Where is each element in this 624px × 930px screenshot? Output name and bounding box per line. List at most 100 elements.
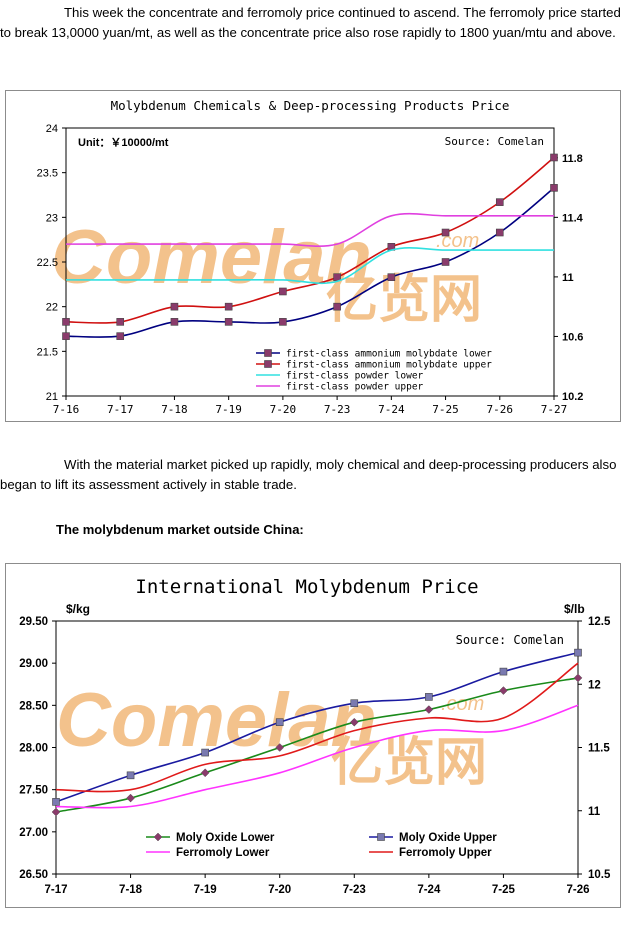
y-right-tick-label: 11.8 [562, 153, 583, 165]
x-tick-label: 7-25 [432, 403, 459, 416]
legend-marker [153, 832, 163, 842]
series-line-0 [65, 187, 555, 338]
series-line-0 [55, 677, 579, 813]
data-point [424, 705, 434, 714]
source-label: Source: Comelan [456, 633, 564, 647]
legend-label: first-class ammonium molybdate upper [286, 360, 492, 371]
y-left-tick-label: 29.50 [19, 616, 48, 628]
y-left-tick-label: 29.00 [19, 658, 48, 670]
watermark-latin: Comelan [56, 678, 377, 763]
x-tick-label: 7-23 [324, 403, 351, 416]
legend-label: first-class ammonium molybdate lower [286, 349, 492, 360]
x-tick-label: 7-20 [268, 884, 291, 896]
y-left-tick-label: 23.5 [37, 168, 58, 180]
unit-right-label: $/lb [564, 602, 585, 616]
y-left-tick-label: 27.00 [19, 827, 48, 839]
data-point [350, 699, 359, 708]
x-tick-label: 7-25 [492, 884, 516, 896]
y-left-tick-label: 23 [46, 212, 58, 224]
legend-marker [264, 360, 272, 368]
data-point [333, 302, 341, 311]
data-point [441, 258, 450, 266]
data-point [62, 318, 70, 326]
y-right-tick-label: 11.4 [562, 212, 584, 224]
x-tick-label: 7-19 [194, 884, 217, 896]
paragraph-market: With the material market picked up rapid… [0, 455, 622, 495]
unit-left-label: $/kg [66, 602, 90, 616]
chart-title: Molybdenum Chemicals & Deep-processing P… [111, 98, 510, 113]
series-line-2 [65, 247, 554, 285]
y-left-tick-label: 22.5 [37, 257, 58, 269]
y-left-tick-label: 27.50 [19, 785, 48, 797]
x-tick-label: 7-18 [161, 403, 188, 416]
y-left-tick-label: 26.50 [19, 869, 48, 881]
data-point [275, 718, 284, 726]
data-point [387, 273, 396, 281]
y-right-tick-label: 10.6 [562, 331, 583, 343]
data-point [126, 793, 135, 803]
legend-label: first-class powder upper [286, 382, 424, 393]
data-point [574, 648, 582, 657]
data-point [441, 228, 450, 237]
x-tick-label: 7-18 [119, 884, 143, 896]
data-point [224, 302, 233, 311]
paragraph-intro-text: This week the concentrate and ferromoly … [0, 5, 621, 40]
data-point [200, 768, 210, 778]
data-point [275, 743, 285, 752]
data-point [126, 771, 135, 780]
series-line-2 [55, 704, 579, 809]
data-point [116, 318, 125, 326]
data-point [170, 318, 179, 326]
x-tick-label: 7-17 [107, 403, 134, 416]
y-right-tick-label: 10.5 [588, 869, 611, 881]
watermark-latin: Comelan [51, 215, 372, 300]
x-tick-label: 7-24 [417, 884, 441, 896]
y-left-tick-label: 21.5 [37, 346, 58, 358]
y-right-tick-label: 11 [562, 272, 574, 284]
data-point [52, 798, 60, 806]
y-left-tick-label: 21 [46, 391, 58, 403]
data-point [333, 273, 341, 281]
paragraph-intro: This week the concentrate and ferromoly … [0, 3, 622, 43]
data-point [279, 287, 287, 296]
legend-label: Moly Oxide Upper [399, 832, 497, 844]
legend-label: first-class powder lower [286, 371, 424, 382]
data-point [495, 228, 504, 237]
data-point [499, 667, 508, 676]
data-point [495, 198, 504, 206]
y-left-tick-label: 28.00 [19, 743, 48, 755]
chart-title: International Molybdenum Price [135, 576, 478, 598]
y-right-tick-label: 10.2 [562, 391, 583, 403]
data-point [62, 332, 70, 340]
legend-label: Moly Oxide Lower [176, 832, 275, 844]
legend-marker [264, 349, 272, 357]
x-tick-label: 7-23 [343, 884, 366, 896]
legend-label: Ferromoly Lower [176, 847, 270, 859]
data-point [425, 693, 433, 701]
data-point [573, 673, 583, 683]
y-right-tick-label: 12.5 [588, 616, 611, 628]
data-point [201, 748, 209, 757]
x-tick-label: 7-19 [215, 403, 242, 416]
x-tick-label: 7-20 [270, 403, 297, 416]
chart-frame-international: Comelan .com 亿览网 International Molybdenum P… [5, 563, 621, 908]
watermark-cjk: 亿览网 [331, 733, 487, 793]
y-left-tick-label: 22 [46, 302, 58, 314]
series-line-3 [65, 212, 554, 247]
data-point [51, 807, 61, 817]
y-left-tick-label: 28.50 [19, 700, 48, 712]
legend-marker [377, 833, 385, 841]
data-point [349, 717, 359, 727]
x-tick-label: 7-24 [378, 403, 405, 416]
data-point [116, 332, 125, 340]
data-point [550, 184, 558, 192]
x-tick-label: 7-16 [53, 403, 80, 416]
x-tick-label: 7-17 [44, 884, 67, 896]
series-line-1 [55, 651, 579, 803]
y-right-tick-label: 11.5 [588, 743, 610, 755]
data-point [499, 686, 508, 695]
data-point [279, 318, 287, 326]
